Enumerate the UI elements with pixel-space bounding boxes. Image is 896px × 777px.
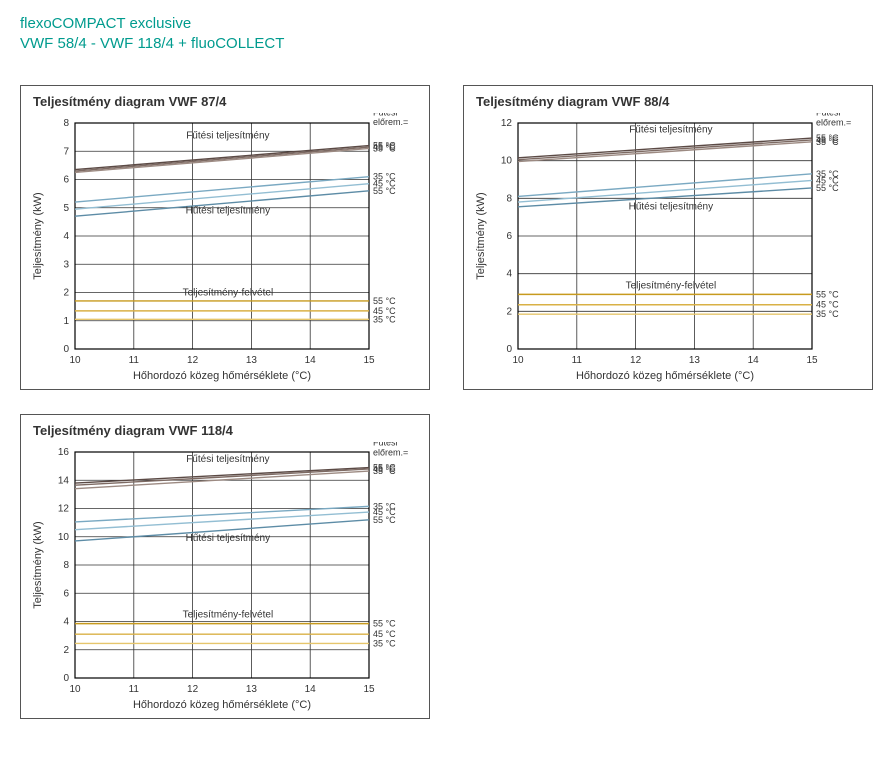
series-end-label: 35 °C <box>816 309 839 319</box>
series-end-label: 35 °C <box>373 638 396 648</box>
series-group-label: Fűtési teljesítmény <box>629 124 712 135</box>
chart-title: Teljesítmény diagram VWF 87/4 <box>33 94 423 109</box>
headline-line-1: flexoCOMPACT exclusive <box>20 15 191 32</box>
y-tick-label: 8 <box>63 560 69 571</box>
x-axis-label: Hőhordozó közeg hőmérséklete (°C) <box>576 370 754 382</box>
heating-end-label: 35 °C <box>373 143 396 153</box>
y-tick-label: 8 <box>506 193 512 204</box>
series-end-label: 55 °C <box>816 289 839 299</box>
chart-cell-0: Teljesítmény diagram VWF 87/401234567810… <box>20 85 430 390</box>
y-tick-label: 8 <box>63 118 69 129</box>
series-end-label: 35 °C <box>373 314 396 324</box>
series-group-label: Fűtési teljesítmény <box>186 130 269 141</box>
chart-cell-2: Teljesítmény diagram VWF 118/4 0 2 4 6 8 10 12 1… <box>20 414 430 719</box>
y-tick-label: 0 <box>506 344 512 355</box>
x-tick-label: 11 <box>129 355 140 366</box>
x-tick-label: 12 <box>630 355 642 366</box>
y-tick-label: 2 <box>506 306 512 317</box>
series-group-label: Hűtési teljesítmény <box>186 532 270 543</box>
series-group-label: Fűtési teljesítmény <box>186 453 269 464</box>
legend-title-2: előrem.= <box>373 117 408 127</box>
chart-svg: 012345678101112131415Fűtési teljesítmény… <box>27 113 423 383</box>
y-tick-label: 2 <box>63 287 69 298</box>
y-tick-label: 10 <box>58 531 70 542</box>
y-tick-label: 6 <box>63 174 69 185</box>
y-tick-label: 2 <box>63 644 69 655</box>
x-axis-label: Hőhordozó közeg hőmérséklete (°C) <box>133 699 311 711</box>
y-tick-label: 0 <box>63 344 69 355</box>
legend-title-2: előrem.= <box>373 447 408 457</box>
y-tick-label: 1 <box>63 315 69 326</box>
x-tick-label: 11 <box>572 355 583 366</box>
series-group-label: Teljesítmény-felvétel <box>183 287 274 298</box>
y-tick-label: 10 <box>501 155 513 166</box>
x-tick-label: 15 <box>363 684 375 695</box>
y-tick-label: 4 <box>63 616 69 627</box>
x-tick-label: 14 <box>305 684 317 695</box>
x-tick-label: 14 <box>305 355 317 366</box>
y-tick-label: 12 <box>501 118 513 129</box>
x-tick-label: 13 <box>246 684 258 695</box>
y-tick-label: 6 <box>63 588 69 599</box>
y-tick-label: 0 <box>63 673 69 684</box>
chart-title: Teljesítmény diagram VWF 118/4 <box>33 423 423 438</box>
series-end-label: 55 °C <box>373 514 396 524</box>
x-tick-label: 14 <box>748 355 760 366</box>
y-tick-label: 12 <box>58 503 70 514</box>
series-end-label: 55 °C <box>373 185 396 195</box>
y-tick-label: 7 <box>63 146 69 157</box>
series-end-label: 55 °C <box>373 295 396 305</box>
x-tick-label: 15 <box>806 355 818 366</box>
chart-svg: 0 2 4 6 8 10 12 14 16 10 11 12 13 14 15 Fűtési teljesít… <box>27 442 423 712</box>
legend-title-2: előrem.= <box>816 117 851 127</box>
x-tick-label: 12 <box>187 684 199 695</box>
chart-grid: Teljesítmény diagram VWF 87/401234567810… <box>20 85 876 719</box>
y-tick-label: 5 <box>63 202 69 213</box>
page: flexoCOMPACT exclusive VWF 58/4 - VWF 11… <box>0 0 896 739</box>
series-group-label: Teljesítmény-felvétel <box>183 609 274 620</box>
x-tick-label: 10 <box>512 355 524 366</box>
x-tick-label: 11 <box>129 684 140 695</box>
x-tick-label: 13 <box>246 355 258 366</box>
heating-end-label: 35 °C <box>816 136 839 146</box>
series-end-label: 55 °C <box>373 618 396 628</box>
series-group-label: Teljesítmény-felvétel <box>626 280 717 291</box>
series-end-label: 55 °C <box>816 182 839 192</box>
y-axis-label: Teljesítmény (kW) <box>475 192 487 279</box>
chart-svg: 0 2 4 6 8 10 12 10 11 12 13 14 15 Fűtési teljesítmény… <box>470 113 866 383</box>
headline: flexoCOMPACT exclusive VWF 58/4 - VWF 11… <box>20 14 876 55</box>
headline-line-2: VWF 58/4 - VWF 118/4 + fluoCOLLECT <box>20 35 284 52</box>
chart-box: Teljesítmény diagram VWF 87/401234567810… <box>20 85 430 390</box>
chart-cell-1: Teljesítmény diagram VWF 88/4 0 2 4 6 8 10 12 10… <box>463 85 873 390</box>
y-tick-label: 3 <box>63 259 69 270</box>
chart-title: Teljesítmény diagram VWF 88/4 <box>476 94 866 109</box>
x-tick-label: 13 <box>689 355 701 366</box>
y-tick-label: 4 <box>63 231 69 242</box>
y-tick-label: 14 <box>58 475 70 486</box>
x-axis-label: Hőhordozó közeg hőmérséklete (°C) <box>133 370 311 382</box>
heating-end-label: 35 °C <box>373 466 396 476</box>
y-tick-label: 4 <box>506 268 512 279</box>
x-tick-label: 15 <box>363 355 375 366</box>
y-tick-label: 6 <box>506 231 512 242</box>
x-tick-label: 10 <box>69 684 81 695</box>
y-axis-label: Teljesítmény (kW) <box>32 521 44 608</box>
chart-box: Teljesítmény diagram VWF 88/4 0 2 4 6 8 10 12 10… <box>463 85 873 390</box>
x-tick-label: 10 <box>69 355 81 366</box>
y-axis-label: Teljesítmény (kW) <box>32 192 44 279</box>
x-tick-label: 12 <box>187 355 199 366</box>
series-group-label: Hűtési teljesítmény <box>186 205 270 216</box>
y-tick-label: 16 <box>58 447 70 458</box>
series-group-label: Hűtési teljesítmény <box>629 201 713 212</box>
chart-box: Teljesítmény diagram VWF 118/4 0 2 4 6 8 10 12 1… <box>20 414 430 719</box>
